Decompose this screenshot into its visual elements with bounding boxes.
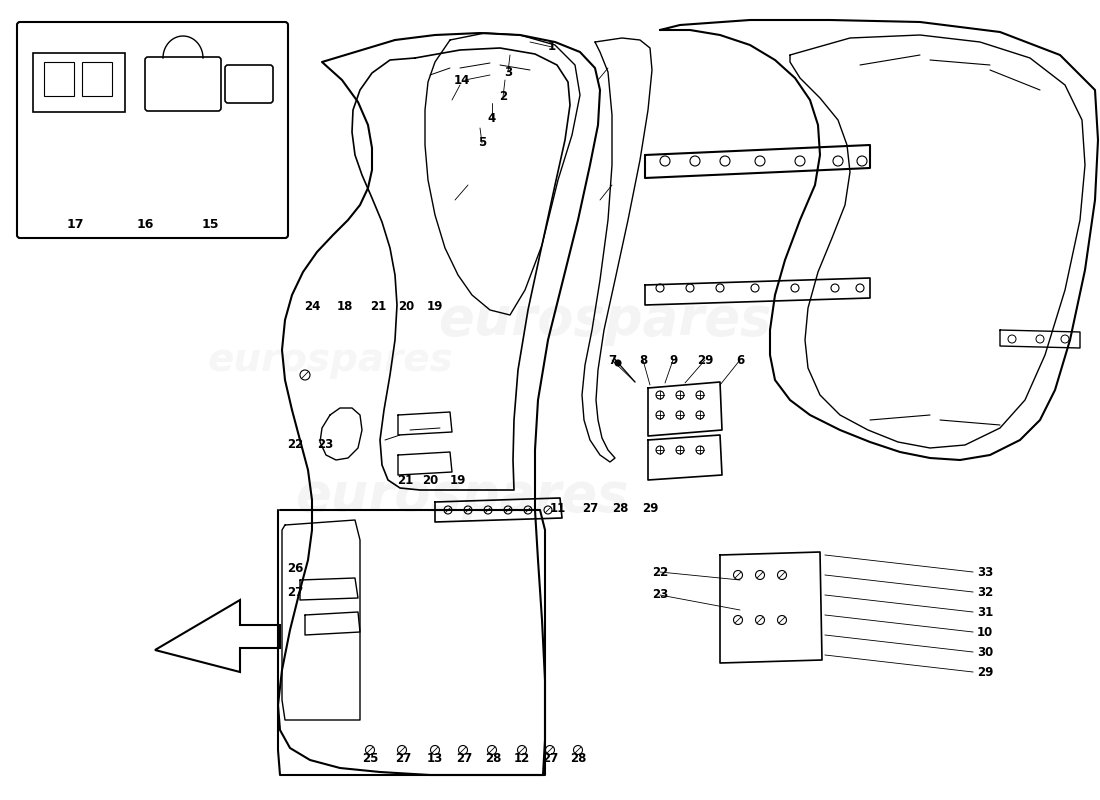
Text: 14: 14 bbox=[454, 74, 470, 86]
Text: 25: 25 bbox=[362, 751, 378, 765]
Text: 22: 22 bbox=[287, 438, 304, 451]
Text: 5: 5 bbox=[477, 137, 486, 150]
Text: 9: 9 bbox=[669, 354, 678, 366]
Text: 24: 24 bbox=[304, 301, 320, 314]
Text: 31: 31 bbox=[977, 606, 993, 618]
Text: 4: 4 bbox=[488, 111, 496, 125]
Text: 16: 16 bbox=[136, 218, 154, 231]
Text: 29: 29 bbox=[641, 502, 658, 514]
Text: 32: 32 bbox=[977, 586, 993, 598]
Text: 20: 20 bbox=[422, 474, 438, 486]
Text: 23: 23 bbox=[317, 438, 333, 451]
Text: 27: 27 bbox=[455, 751, 472, 765]
Circle shape bbox=[615, 360, 622, 366]
Text: 13: 13 bbox=[427, 751, 443, 765]
Text: 27: 27 bbox=[542, 751, 558, 765]
Text: 28: 28 bbox=[612, 502, 628, 514]
Text: 2: 2 bbox=[499, 90, 507, 103]
Text: 26: 26 bbox=[287, 562, 304, 574]
Text: 15: 15 bbox=[201, 218, 219, 231]
FancyBboxPatch shape bbox=[16, 22, 288, 238]
Text: 27: 27 bbox=[582, 502, 598, 514]
Text: eurospares: eurospares bbox=[207, 341, 453, 379]
Text: 23: 23 bbox=[652, 589, 668, 602]
Text: 27: 27 bbox=[395, 751, 411, 765]
Text: 29: 29 bbox=[696, 354, 713, 366]
Text: 18: 18 bbox=[337, 301, 353, 314]
Text: 30: 30 bbox=[977, 646, 993, 658]
Text: 20: 20 bbox=[398, 301, 414, 314]
Text: eurospares: eurospares bbox=[438, 294, 772, 346]
Text: 29: 29 bbox=[977, 666, 993, 678]
Text: 19: 19 bbox=[450, 474, 466, 486]
Text: 21: 21 bbox=[397, 474, 414, 486]
Text: 6: 6 bbox=[736, 354, 744, 366]
Text: 22: 22 bbox=[652, 566, 668, 578]
Text: 21: 21 bbox=[370, 301, 386, 314]
Text: 7: 7 bbox=[608, 354, 616, 366]
Text: 12: 12 bbox=[514, 751, 530, 765]
Text: 11: 11 bbox=[550, 502, 566, 514]
Text: 27: 27 bbox=[287, 586, 304, 598]
Text: 10: 10 bbox=[977, 626, 993, 638]
Text: 17: 17 bbox=[66, 218, 84, 231]
Text: 28: 28 bbox=[485, 751, 502, 765]
Text: 3: 3 bbox=[504, 66, 513, 78]
Text: 19: 19 bbox=[427, 301, 443, 314]
Text: 8: 8 bbox=[639, 354, 647, 366]
Text: 1: 1 bbox=[548, 41, 557, 54]
Text: 33: 33 bbox=[977, 566, 993, 578]
Text: eurospares: eurospares bbox=[295, 470, 629, 522]
Text: 28: 28 bbox=[570, 751, 586, 765]
